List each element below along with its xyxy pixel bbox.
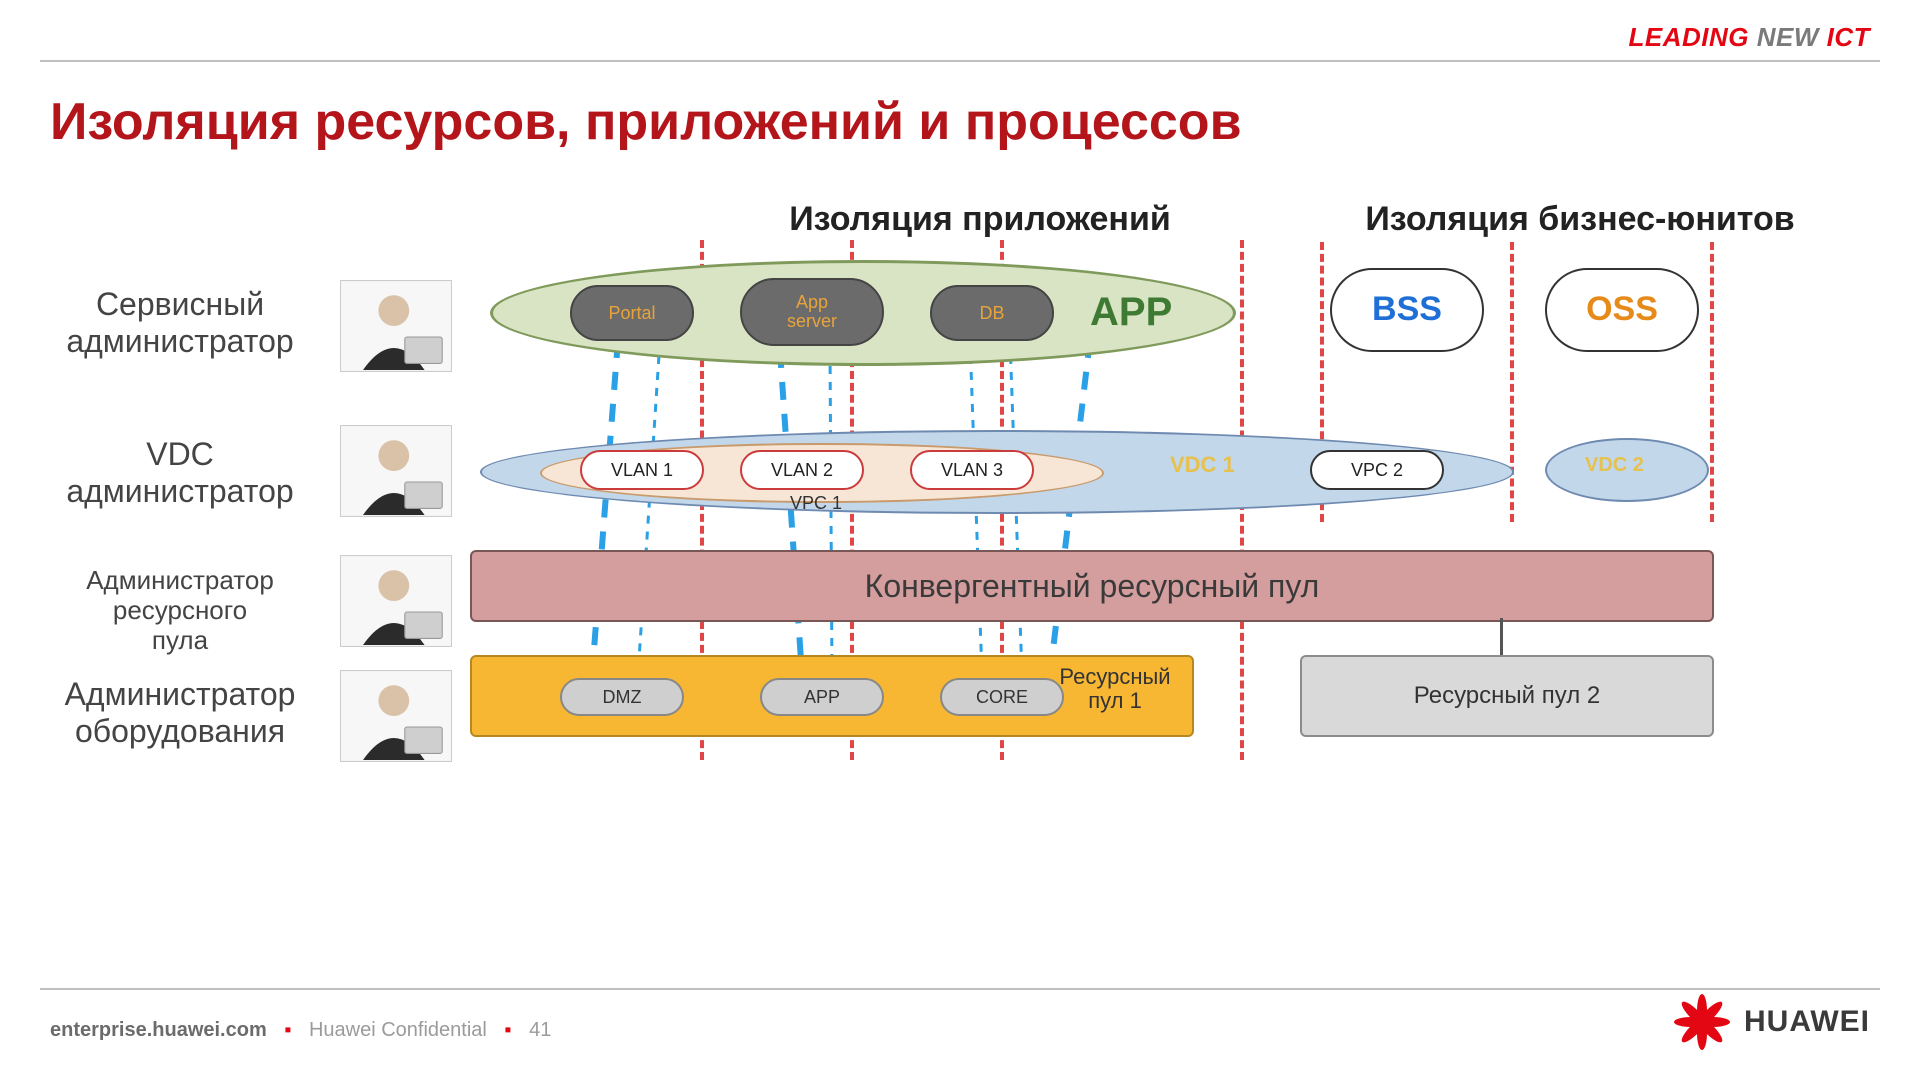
connector-line bbox=[1500, 618, 1503, 655]
tagline-ict: ICT bbox=[1827, 22, 1870, 52]
tagline-new: NEW bbox=[1749, 22, 1827, 52]
brand-text: HUAWEI bbox=[1744, 1005, 1870, 1039]
tagline: LEADING NEW ICT bbox=[1629, 22, 1871, 53]
role-label: Сервисный администратор bbox=[40, 286, 320, 360]
pill: OSS bbox=[1545, 268, 1699, 352]
pill: VLAN 3 bbox=[910, 450, 1034, 490]
pill: DB bbox=[930, 285, 1054, 341]
role-label: VDC администратор bbox=[40, 436, 320, 510]
app-label: APP bbox=[1090, 290, 1172, 335]
section-biz: Изоляция бизнес-юнитов bbox=[1300, 200, 1860, 239]
top-rule bbox=[40, 60, 1880, 62]
divider-red bbox=[1510, 242, 1514, 522]
pill: BSS bbox=[1330, 268, 1484, 352]
vpc1-label: VPC 1 bbox=[790, 493, 842, 514]
pill: VLAN 2 bbox=[740, 450, 864, 490]
divider-red bbox=[1710, 242, 1714, 522]
converged-pool: Конвергентный ресурсный пул bbox=[470, 550, 1714, 622]
pill: CORE bbox=[940, 678, 1064, 716]
bottom-rule bbox=[40, 988, 1880, 990]
pill: VLAN 1 bbox=[580, 450, 704, 490]
huawei-logo: HUAWEI bbox=[1674, 994, 1870, 1050]
pill: Portal bbox=[570, 285, 694, 341]
role-thumb bbox=[340, 555, 452, 647]
footer-conf: Huawei Confidential bbox=[309, 1019, 487, 1041]
dot-icon: ▪ bbox=[284, 1019, 291, 1041]
slide-title: Изоляция ресурсов, приложений и процессо… bbox=[50, 92, 1242, 152]
vdc1-label: VDC 1 bbox=[1170, 452, 1235, 478]
footer-page: 41 bbox=[529, 1019, 551, 1041]
pill: DMZ bbox=[560, 678, 684, 716]
tagline-leading: LEADING bbox=[1629, 22, 1750, 52]
slide: LEADING NEW ICT Изоляция ресурсов, прило… bbox=[0, 0, 1920, 1080]
vdc2-label: VDC 2 bbox=[1585, 454, 1644, 477]
role-label: Администратор оборудования bbox=[40, 676, 320, 750]
dot-icon: ▪ bbox=[504, 1019, 511, 1041]
section-apps: Изоляция приложений bbox=[720, 200, 1240, 239]
role-thumb bbox=[340, 280, 452, 372]
role-label: Администратор ресурсного пула bbox=[40, 566, 320, 656]
pill: App server bbox=[740, 278, 884, 346]
pill: APP bbox=[760, 678, 884, 716]
role-thumb bbox=[340, 425, 452, 517]
huawei-petals-icon bbox=[1674, 994, 1730, 1050]
role-thumb bbox=[340, 670, 452, 762]
diagram-canvas: Изоляция приложений Изоляция бизнес-юнито… bbox=[0, 200, 1920, 920]
footer-site: enterprise.huawei.com bbox=[50, 1019, 267, 1041]
resource-pool-2: Ресурсный пул 2 bbox=[1300, 655, 1714, 737]
footer: enterprise.huawei.com ▪ Huawei Confident… bbox=[50, 1019, 551, 1042]
pill: VPC 2 bbox=[1310, 450, 1444, 490]
